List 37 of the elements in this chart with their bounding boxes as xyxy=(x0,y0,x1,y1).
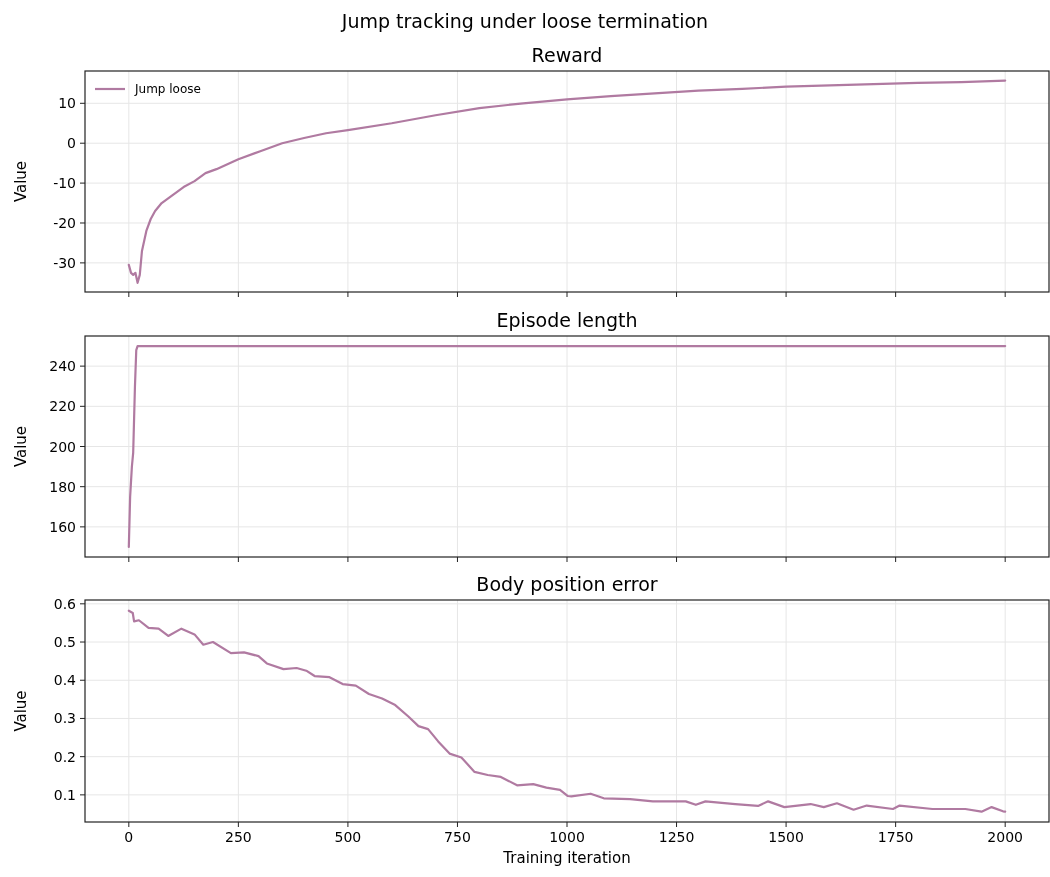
x-tick-label: 1250 xyxy=(658,829,695,845)
y-tick-label: -20 xyxy=(53,214,76,231)
x-tick-label: 250 xyxy=(225,829,252,845)
y-tick-label: -30 xyxy=(53,254,76,271)
y-axis-title: Value xyxy=(12,690,30,732)
y-axis-title: Value xyxy=(12,425,30,468)
y-tick-label: 160 xyxy=(49,518,76,535)
y-tick-label: 0 xyxy=(67,135,76,152)
chart-title: Body position error xyxy=(476,573,658,595)
y-tick-label: 0.5 xyxy=(53,634,76,651)
y-tick-label: 10 xyxy=(58,95,76,112)
y-tick-label: 240 xyxy=(49,358,76,375)
line-series xyxy=(127,344,1007,549)
y-tick-label: 0.2 xyxy=(53,748,76,765)
chart-title: Episode length xyxy=(496,309,638,331)
x-tick-label: 500 xyxy=(334,829,362,845)
legend-label: Jump loose xyxy=(134,82,201,96)
x-tick-label: 0 xyxy=(124,829,134,845)
y-tick-label: 180 xyxy=(49,478,76,495)
x-tick-label: 1500 xyxy=(768,829,804,845)
x-tick-label: 2000 xyxy=(987,829,1023,845)
y-tick-label: 0.4 xyxy=(53,672,77,689)
x-tick-label: 750 xyxy=(444,829,471,845)
y-axis-title: Value xyxy=(12,160,30,203)
y-tick-label: 0.3 xyxy=(53,710,76,727)
x-tick-label: 1000 xyxy=(549,829,585,845)
chart-title: Jump tracking under loose termination xyxy=(340,10,709,32)
y-tick-label: 0.1 xyxy=(53,786,76,803)
y-tick-label: 220 xyxy=(49,398,76,415)
chart-subtitle: Reward xyxy=(531,44,603,66)
line-series xyxy=(127,79,1007,284)
y-tick-label: -10 xyxy=(53,175,76,192)
x-tick-label: 1750 xyxy=(877,829,914,845)
x-axis-title: Training iteration xyxy=(502,849,631,867)
y-tick-label: 0.6 xyxy=(53,595,77,612)
line-series xyxy=(127,609,1007,813)
y-tick-label: 200 xyxy=(49,438,76,455)
